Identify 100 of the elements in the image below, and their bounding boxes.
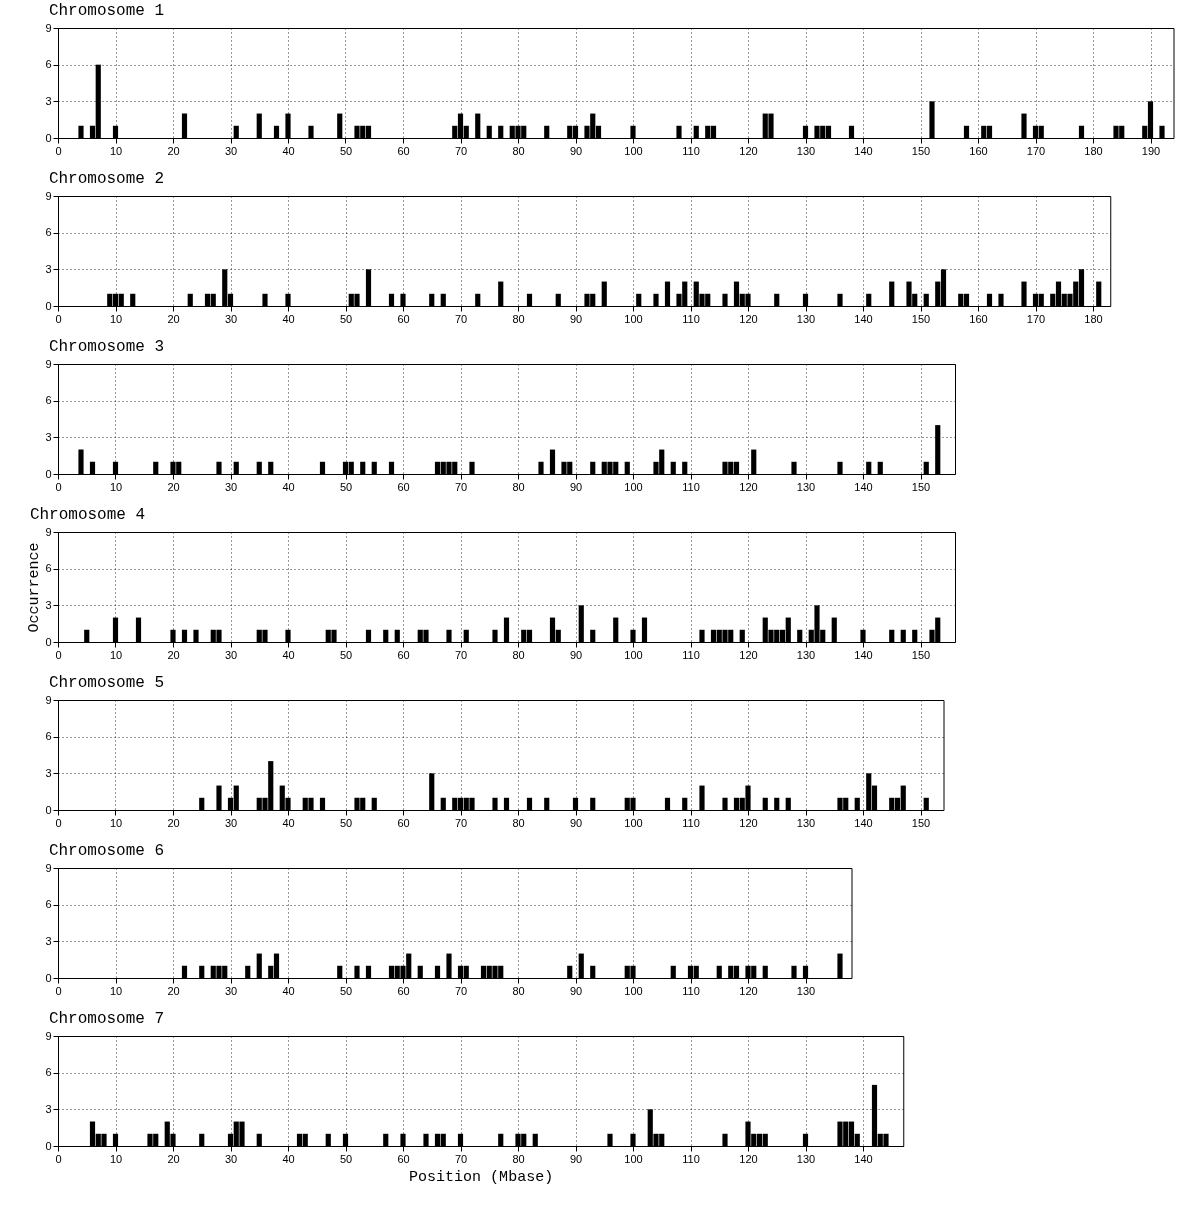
y-tick-label: 3 <box>45 934 52 947</box>
x-tick-label: 90 <box>569 984 583 997</box>
x-tick-label: 30 <box>224 648 238 661</box>
x-tick-label: 80 <box>512 816 525 829</box>
x-tick-label: 30 <box>224 816 238 829</box>
x-tick-label: 110 <box>682 1152 700 1165</box>
y-tick-label: 6 <box>45 226 52 239</box>
x-tick-label: 20 <box>167 144 180 157</box>
x-tick-label: 50 <box>339 648 353 661</box>
x-tick-label: 150 <box>911 480 931 493</box>
y-tick-label: 6 <box>45 730 52 743</box>
x-tick-label: 30 <box>224 480 238 493</box>
x-tick-label: 50 <box>339 816 353 829</box>
chart-title: Chromosome 3 <box>48 338 165 356</box>
x-tick-label: 130 <box>796 312 816 325</box>
x-tick-label: 10 <box>109 816 123 829</box>
x-tick-label: 40 <box>282 984 295 997</box>
y-tick-label: 3 <box>45 766 52 779</box>
x-tick-label: 150 <box>911 144 931 157</box>
x-tick-label: 170 <box>1026 312 1046 325</box>
y-tick-label: 6 <box>45 394 52 407</box>
x-tick-label: 30 <box>224 984 238 997</box>
chart-title: Chromosome 6 <box>48 842 165 860</box>
x-tick-label: 40 <box>282 480 295 493</box>
x-tick-label: 0 <box>55 648 62 661</box>
x-tick-label: 20 <box>167 312 180 325</box>
x-tick-label: 10 <box>109 144 123 157</box>
x-tick-label: 100 <box>624 984 643 997</box>
x-tick-label: 80 <box>512 144 525 157</box>
x-tick-label: 60 <box>397 144 410 157</box>
x-tick-label: 30 <box>224 144 238 157</box>
chart-title: Chromosome 4 <box>29 506 146 524</box>
x-tick-label: 80 <box>512 312 525 325</box>
x-tick-label: 60 <box>397 480 410 493</box>
y-tick-label: 9 <box>45 189 52 202</box>
x-tick-label: 120 <box>739 312 758 325</box>
x-tick-label: 100 <box>624 1152 643 1165</box>
x-tick-label: 110 <box>682 648 700 661</box>
x-tick-label: 130 <box>796 816 816 829</box>
x-tick-label: 40 <box>282 312 295 325</box>
x-tick-label: 30 <box>224 1152 238 1165</box>
x-tick-label: 80 <box>512 480 525 493</box>
x-tick-label: 140 <box>854 480 873 493</box>
x-tick-label: 70 <box>454 648 468 661</box>
x-tick-label: 20 <box>167 1152 180 1165</box>
x-tick-label: 70 <box>454 144 468 157</box>
x-tick-label: 110 <box>682 984 700 997</box>
y-tick-label: 9 <box>45 693 52 706</box>
x-tick-label: 140 <box>854 648 873 661</box>
y-tick-label: 0 <box>45 131 52 144</box>
x-tick-label: 0 <box>55 312 62 325</box>
y-tick-label: 0 <box>45 467 52 480</box>
x-tick-label: 140 <box>854 1152 873 1165</box>
y-tick-label: 6 <box>45 58 52 71</box>
x-tick-label: 60 <box>397 648 410 661</box>
chart-title: Chromosome 2 <box>48 170 165 188</box>
y-tick-label: 9 <box>45 861 52 874</box>
x-tick-label: 50 <box>339 312 353 325</box>
y-tick-label: 6 <box>45 562 52 575</box>
y-tick-label: 9 <box>45 21 52 34</box>
x-tick-label: 0 <box>55 144 62 157</box>
y-tick-label: 3 <box>45 430 52 443</box>
y-tick-label: 6 <box>45 1066 52 1079</box>
x-tick-label: 130 <box>796 480 816 493</box>
chart-title: Chromosome 5 <box>48 674 165 692</box>
x-tick-label: 80 <box>512 984 525 997</box>
x-tick-label: 90 <box>569 480 583 493</box>
x-tick-label: 0 <box>55 816 62 829</box>
y-tick-label: 0 <box>45 971 52 984</box>
x-tick-label: 90 <box>569 144 583 157</box>
x-tick-label: 130 <box>796 984 816 997</box>
x-tick-label: 90 <box>569 312 583 325</box>
x-tick-label: 110 <box>682 480 700 493</box>
x-tick-label: 10 <box>109 984 123 997</box>
x-tick-label: 130 <box>796 144 816 157</box>
x-tick-label: 20 <box>167 816 180 829</box>
x-tick-label: 130 <box>796 1152 816 1165</box>
x-tick-label: 10 <box>109 312 123 325</box>
x-tick-label: 40 <box>282 144 295 157</box>
x-tick-label: 50 <box>339 984 353 997</box>
y-tick-label: 6 <box>45 898 52 911</box>
x-tick-label: 120 <box>739 144 758 157</box>
y-tick-label: 0 <box>45 1139 52 1152</box>
x-tick-label: 70 <box>454 480 468 493</box>
x-tick-label: 0 <box>55 480 62 493</box>
x-tick-label: 120 <box>739 984 758 997</box>
y-tick-label: 9 <box>45 357 52 370</box>
x-tick-label: 180 <box>1084 312 1103 325</box>
y-tick-label: 3 <box>45 262 52 275</box>
x-tick-label: 140 <box>854 816 873 829</box>
x-tick-label: 180 <box>1084 144 1103 157</box>
x-tick-label: 160 <box>969 312 988 325</box>
x-tick-label: 50 <box>339 480 353 493</box>
chart-title: Chromosome 1 <box>48 2 165 20</box>
x-tick-label: 60 <box>397 816 410 829</box>
x-tick-label: 100 <box>624 480 643 493</box>
y-tick-label: 0 <box>45 299 52 312</box>
x-tick-label: 110 <box>682 144 700 157</box>
y-axis-title: Occurrence <box>26 542 44 633</box>
x-tick-label: 190 <box>1141 144 1161 157</box>
